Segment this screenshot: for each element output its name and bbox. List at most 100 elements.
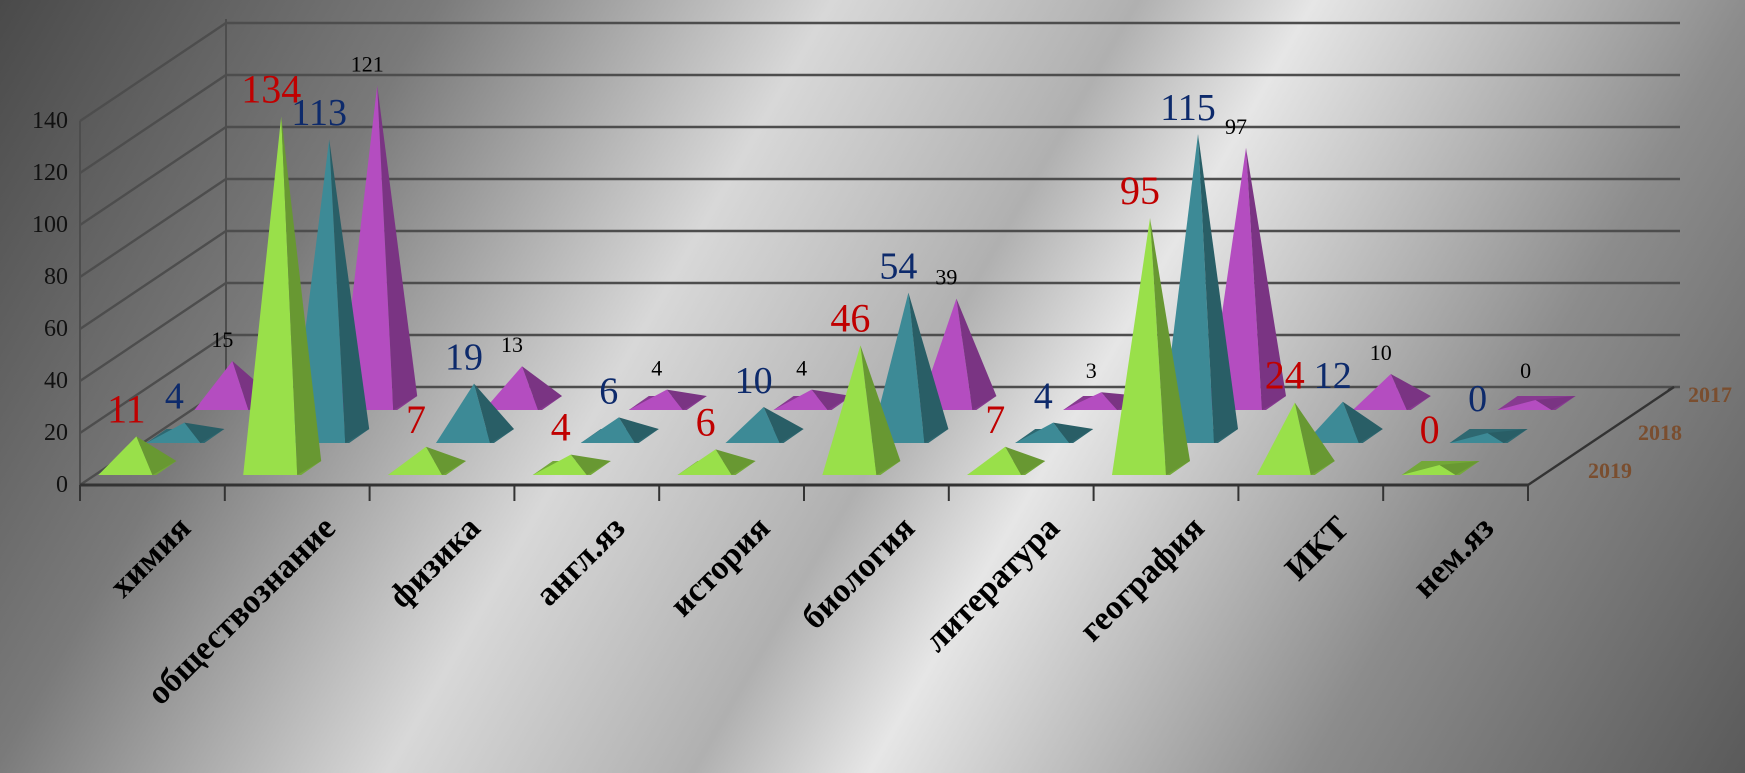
pyramid-face-side <box>281 116 322 475</box>
data-label: 10 <box>1370 340 1392 365</box>
pyramid-face-front <box>822 345 877 475</box>
pyramid-bar <box>1352 374 1431 410</box>
data-label: 4 <box>796 356 807 381</box>
pyramid-face-front <box>98 436 153 475</box>
data-label: 10 <box>735 360 773 402</box>
pyramid-face-side <box>1487 429 1528 443</box>
data-label: 134 <box>241 67 301 112</box>
pyramid-face-side <box>1342 401 1383 443</box>
category-label: физика <box>382 509 488 615</box>
pyramid-face-front <box>532 454 587 475</box>
data-label: 46 <box>830 295 870 340</box>
pyramid-face-side <box>1294 402 1335 475</box>
pyramid-face-side <box>1150 218 1190 475</box>
data-label: 6 <box>696 399 716 444</box>
pyramid-bar <box>532 454 611 475</box>
pyramid-face-front <box>243 116 298 475</box>
depth-axis-line <box>1667 386 1675 391</box>
pyramid-face-front <box>1063 392 1118 410</box>
category-label: химия <box>103 509 198 604</box>
y-tick-label: 0 <box>56 472 68 498</box>
series-label: 2017 <box>1688 382 1732 407</box>
data-label: 24 <box>1265 353 1305 398</box>
pyramid-face-side <box>956 298 997 410</box>
pyramid-face-front <box>388 446 442 475</box>
pyramid-face-side <box>426 446 466 475</box>
category-label: ИКТ <box>1278 509 1357 588</box>
category-label: география <box>1072 509 1211 648</box>
pyramid-face-side <box>1198 134 1238 443</box>
y-tick-label: 140 <box>32 108 68 134</box>
pyramid-face-front <box>773 389 828 410</box>
pyramid-face-side <box>570 454 611 475</box>
pyramid-face-front <box>484 366 538 410</box>
data-label: 113 <box>291 92 347 134</box>
pyramid-face-front <box>1449 433 1504 443</box>
category-label: англ.яз <box>529 509 633 613</box>
pyramid-face-side <box>811 389 852 410</box>
series-label: 2018 <box>1638 420 1682 445</box>
data-label: 4 <box>1034 376 1053 418</box>
y-tick-label: 100 <box>32 212 68 238</box>
pyramid-bar <box>1015 422 1094 443</box>
data-label: 97 <box>1225 114 1247 139</box>
pyramid-face-front <box>194 361 249 410</box>
pyramid-bar <box>243 116 322 475</box>
series-label: 2019 <box>1588 458 1632 483</box>
pyramid-bar <box>1112 218 1190 475</box>
category-label: нем.яз <box>1406 509 1502 605</box>
floor-right-edge <box>1527 386 1675 486</box>
data-label: 12 <box>1314 355 1352 397</box>
pyramid-bar <box>1449 429 1528 443</box>
data-label: 3 <box>1086 358 1097 383</box>
data-label: 7 <box>406 397 426 442</box>
pyramid-bar <box>98 436 177 475</box>
data-label: 4 <box>165 376 184 418</box>
pyramid-face-side <box>522 366 562 410</box>
pyramid-face-front <box>436 383 490 443</box>
pyramid-bar <box>822 345 901 475</box>
pyramid-face-front <box>967 446 1022 475</box>
pyramid-bar <box>580 417 659 443</box>
pyramid-face-front <box>580 417 635 443</box>
pyramid-face-front <box>1015 422 1070 443</box>
pyramid-face-side <box>1005 446 1046 475</box>
data-label: 19 <box>445 337 483 379</box>
pyramid-bar <box>1304 401 1383 443</box>
data-label: 7 <box>985 397 1005 442</box>
pyramid-face-front <box>1112 218 1166 475</box>
data-label: 121 <box>351 51 384 76</box>
category-label: история <box>663 509 777 623</box>
data-label: 115 <box>1160 87 1216 129</box>
pyramid-face-front <box>725 407 780 443</box>
pyramid-face-front <box>1256 402 1311 475</box>
y-tick-label: 40 <box>44 368 68 394</box>
chart-walls <box>79 19 1680 487</box>
data-label: 0 <box>1468 378 1487 420</box>
data-label: 39 <box>935 265 957 290</box>
pyramid-face-front <box>870 292 925 443</box>
data-label: 4 <box>651 356 662 381</box>
pyramid-face-side <box>136 436 177 475</box>
pyramid-bar <box>146 422 225 443</box>
pyramid-face-side <box>1535 396 1576 410</box>
category-label: литература <box>917 509 1067 659</box>
pyramid-bar <box>1063 392 1142 410</box>
pyramid-bar <box>628 389 707 410</box>
gridline <box>79 125 1680 226</box>
pyramid-face-front <box>146 422 201 443</box>
data-label: 15 <box>211 327 233 352</box>
pyramid-face-side <box>1390 374 1431 410</box>
pyramid-face-front <box>1497 400 1552 410</box>
pyramid-bar <box>725 407 804 443</box>
y-axis: 0 20 40 60 80 100 120 140 <box>32 108 68 498</box>
data-label: 6 <box>599 370 618 412</box>
pyramid-face-front <box>1401 465 1456 475</box>
pyramid-face-side <box>1053 422 1094 443</box>
pyramid-bar <box>967 446 1046 475</box>
pyramid-bar <box>1497 396 1576 410</box>
pyramid-face-side <box>1439 461 1480 475</box>
